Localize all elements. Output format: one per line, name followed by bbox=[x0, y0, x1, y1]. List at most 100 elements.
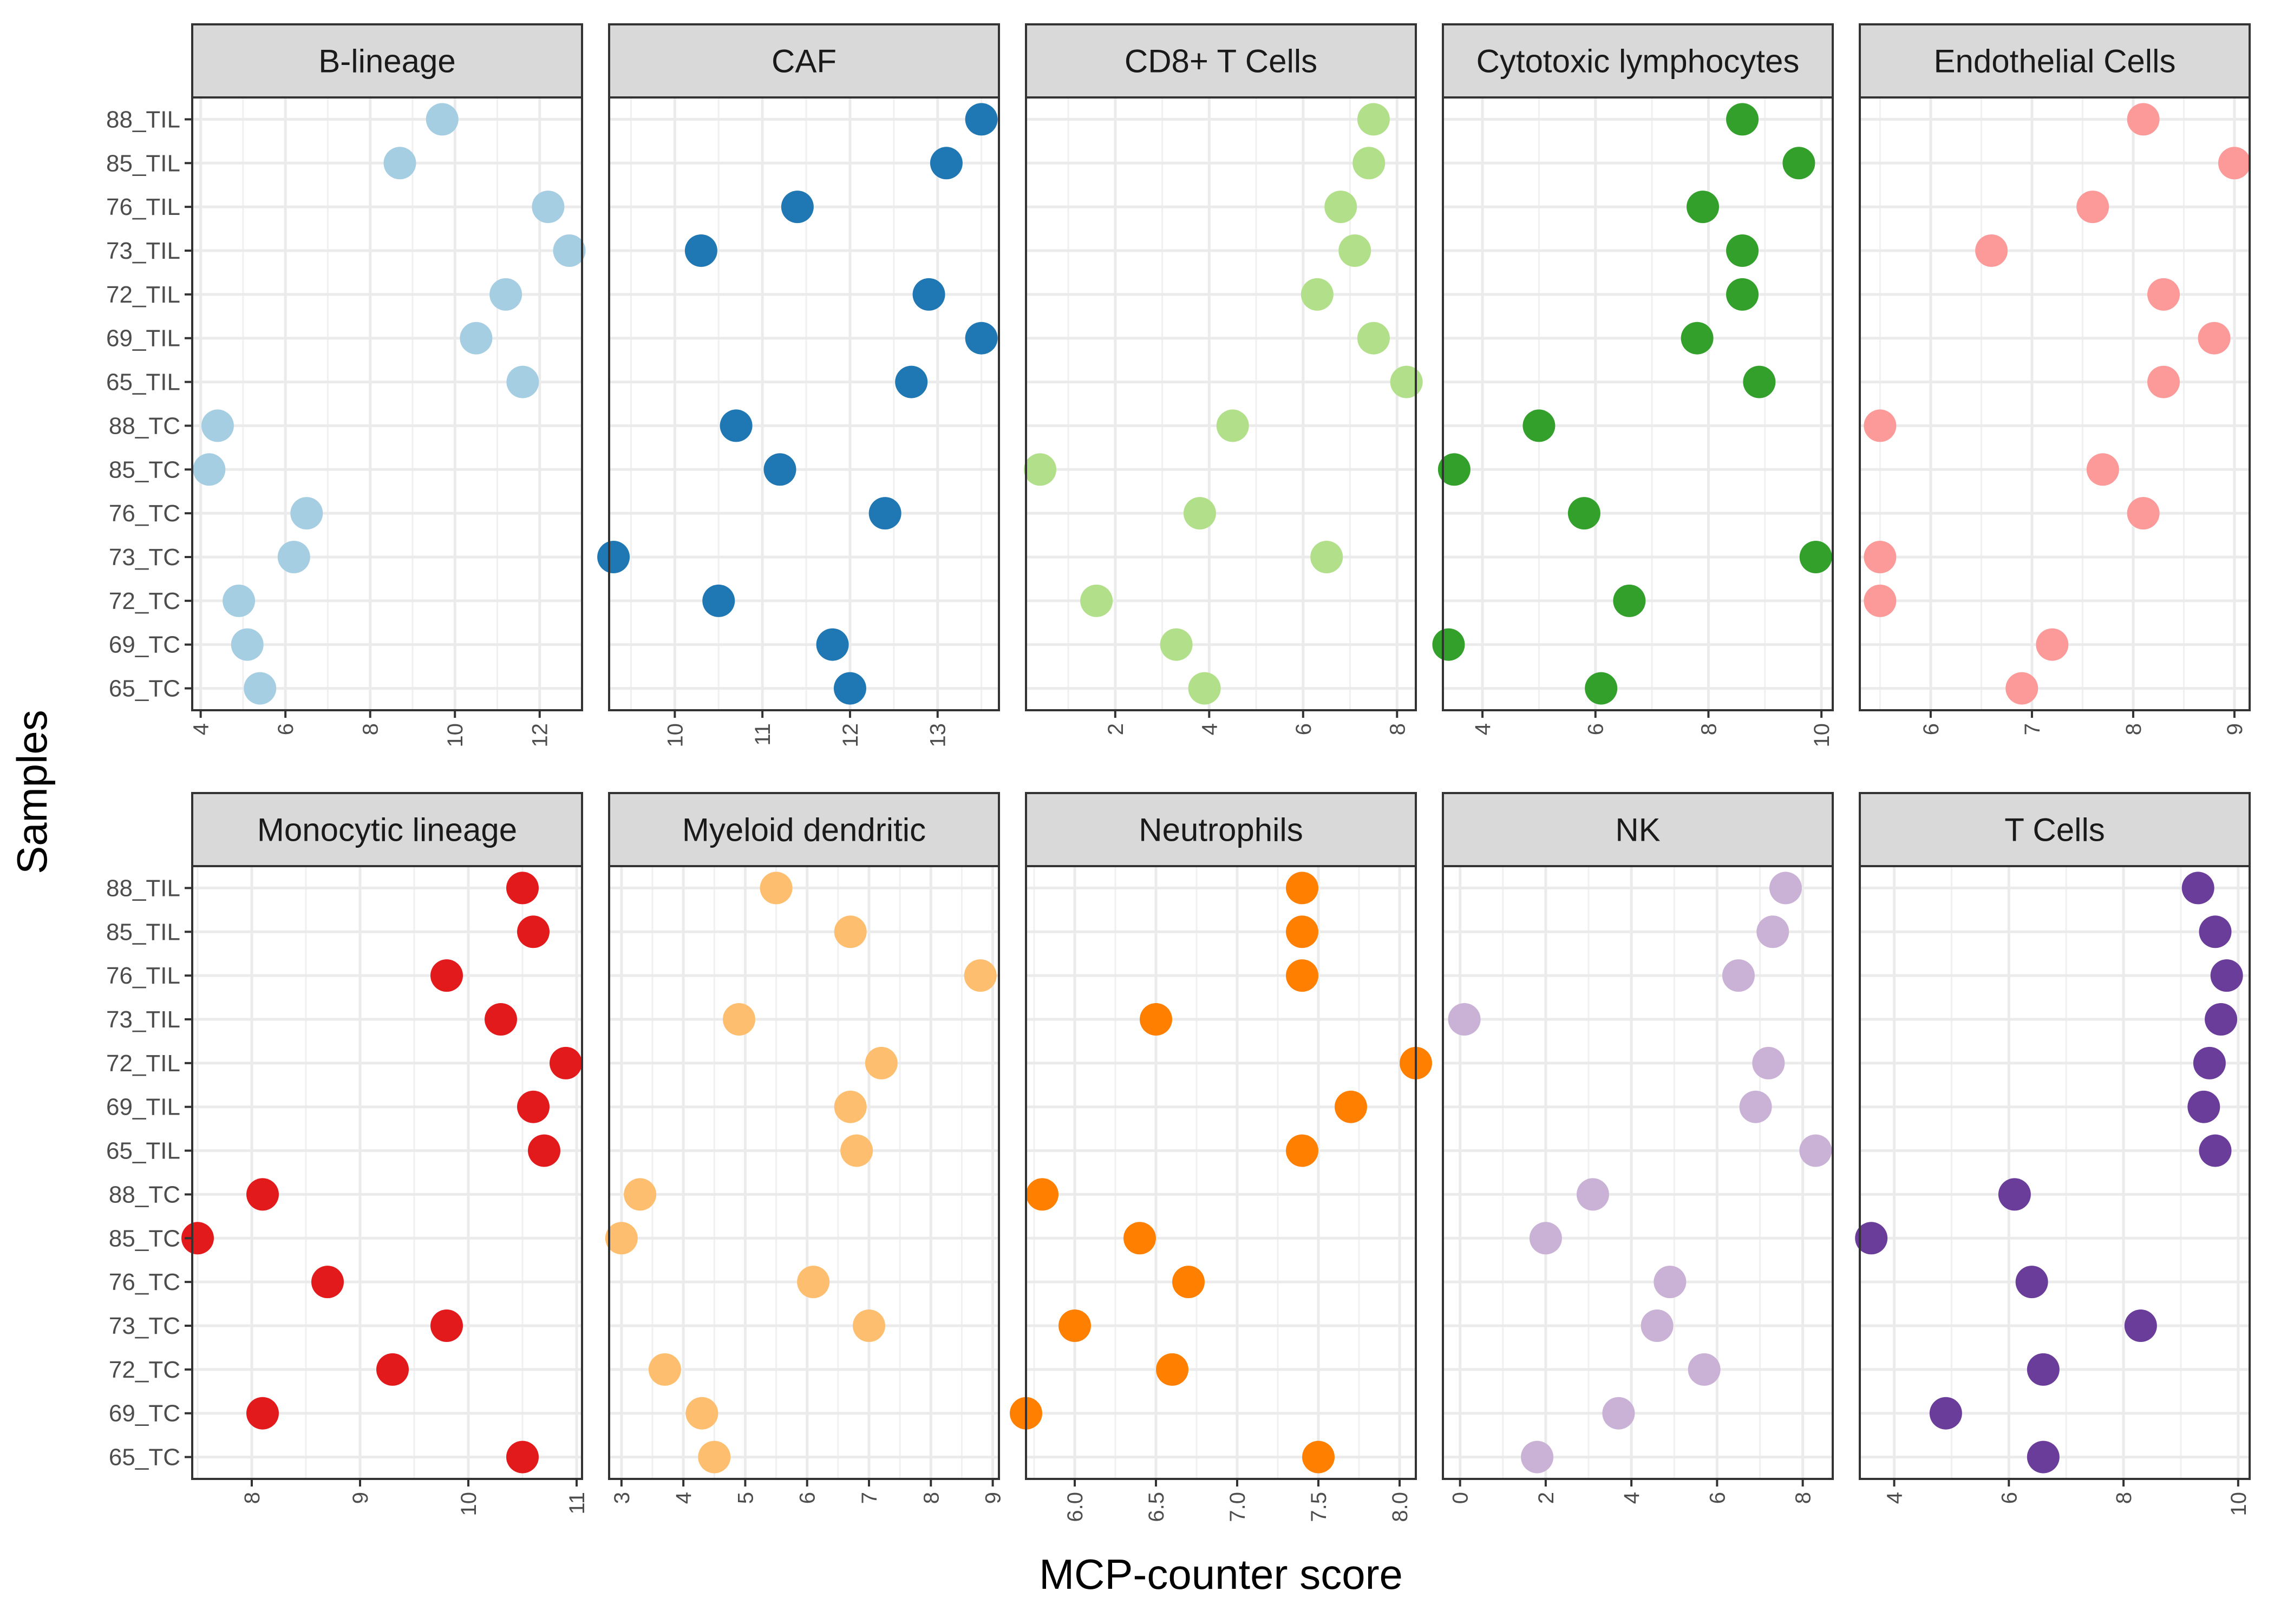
data-point bbox=[1567, 497, 1600, 530]
data-point bbox=[1799, 1134, 1832, 1167]
data-point bbox=[1352, 147, 1386, 180]
panel-monocytic-lineage: Monocytic lineage 8 9 10 11 88_TIL 85_TIL 76_TI… bbox=[106, 792, 589, 1516]
x-tick-label: 8 bbox=[1386, 723, 1409, 735]
data-point bbox=[1286, 1134, 1318, 1167]
facet-strip-label: T Cells bbox=[2004, 812, 2105, 848]
data-point bbox=[1726, 234, 1759, 267]
y-tick-label: 88_TC bbox=[109, 1181, 180, 1208]
panel-b-lineage: B-lineage 4 6 8 10 12 88_TIL 85_TIL 76_TIL 73_TIL… bbox=[106, 23, 586, 748]
data-point bbox=[2218, 147, 2251, 180]
data-point bbox=[1726, 103, 1759, 136]
data-point bbox=[816, 628, 849, 661]
x-tick-label: 8 bbox=[2112, 1492, 2136, 1504]
data-point bbox=[2124, 1309, 2157, 1342]
data-point bbox=[1752, 1046, 1785, 1079]
x-tick-label: 8 bbox=[2122, 723, 2146, 735]
data-point bbox=[430, 959, 463, 992]
data-point bbox=[702, 584, 735, 617]
data-point bbox=[1864, 584, 1897, 617]
data-point bbox=[720, 409, 753, 442]
x-tick-label: 4 bbox=[1198, 723, 1221, 735]
facet-strip bbox=[608, 23, 1000, 99]
facet-panels: B-lineage 4 6 8 10 12 88_TIL 85_TIL 76_TIL 73_TIL… bbox=[106, 23, 2251, 1522]
x-tick-label: 4 bbox=[672, 1492, 696, 1504]
y-tick-label: 88_TIL bbox=[106, 875, 180, 901]
x-tick-label: 8.0 bbox=[1388, 1492, 1412, 1522]
x-tick-label: 2 bbox=[1534, 1492, 1558, 1504]
x-tick-label: 8 bbox=[919, 1492, 943, 1504]
y-tick-label: 85_TIL bbox=[106, 919, 180, 945]
data-point bbox=[1641, 1309, 1674, 1342]
x-tick-label: 6.5 bbox=[1145, 1492, 1168, 1522]
data-point bbox=[723, 1003, 755, 1036]
x-tick-label: 10 bbox=[663, 723, 687, 748]
data-point bbox=[1160, 628, 1193, 661]
data-point bbox=[1172, 1266, 1205, 1299]
data-point bbox=[311, 1266, 344, 1299]
data-point bbox=[868, 497, 901, 530]
y-tick-label: 65_TIL bbox=[106, 369, 180, 396]
data-point bbox=[1687, 191, 1719, 224]
x-tick-label: 4 bbox=[1620, 1492, 1644, 1504]
panel-nk: NK 0 2 4 6 8 bbox=[1442, 792, 1834, 1504]
plot-background bbox=[192, 97, 582, 710]
data-point bbox=[1602, 1397, 1635, 1430]
y-tick-label: 76_TC bbox=[109, 500, 180, 527]
x-tick-label: 7 bbox=[2021, 723, 2044, 735]
data-point bbox=[1681, 322, 1714, 355]
data-point bbox=[1286, 959, 1318, 992]
data-point bbox=[1140, 1003, 1172, 1036]
data-point bbox=[1302, 1440, 1335, 1474]
data-point bbox=[698, 1440, 731, 1474]
data-point bbox=[1156, 1353, 1188, 1386]
facet-strip-label: Endothelial Cells bbox=[1934, 43, 2176, 80]
data-point bbox=[550, 1046, 582, 1079]
y-tick-label: 73_TIL bbox=[106, 1006, 180, 1033]
data-point bbox=[506, 365, 539, 398]
facet-strip bbox=[1442, 23, 1834, 99]
data-point bbox=[1058, 1309, 1091, 1342]
panel-caf: CAF 10 11 12 13 bbox=[597, 23, 1000, 748]
x-tick-label: 9 bbox=[349, 1492, 373, 1504]
data-point bbox=[532, 191, 565, 224]
data-point bbox=[2205, 1003, 2238, 1036]
facet-strip-label: Myeloid dendritic bbox=[682, 812, 926, 848]
data-point bbox=[964, 959, 997, 992]
y-tick-label: 73_TC bbox=[109, 1313, 180, 1339]
panel-myeloid-dendritic: Myeloid dendritic 3 4 5 6 7 8 9 bbox=[605, 792, 1005, 1504]
facet-strip bbox=[191, 792, 583, 867]
data-point bbox=[1975, 234, 2008, 267]
x-tick-label: 6 bbox=[1292, 723, 1316, 735]
x-tick-label: 4 bbox=[1471, 723, 1495, 735]
data-point bbox=[685, 1397, 718, 1430]
x-tick-label: 9 bbox=[2223, 723, 2247, 735]
data-point bbox=[1756, 915, 1789, 948]
data-point bbox=[1855, 1222, 1888, 1255]
x-tick-label: 11 bbox=[751, 723, 775, 746]
y-axis-title: Samples bbox=[8, 710, 56, 874]
data-point bbox=[853, 1309, 885, 1342]
data-point bbox=[1654, 1266, 1687, 1299]
y-tick-label: 69_TIL bbox=[106, 1094, 180, 1121]
data-point bbox=[1335, 1090, 1367, 1123]
data-point bbox=[2036, 628, 2069, 661]
x-tick-label: 6 bbox=[796, 1492, 820, 1504]
panel-cd8-t-cells: CD8+ T Cells 2 4 6 8 bbox=[1024, 23, 1423, 735]
panel-endothelial-cells: Endothelial Cells 6 7 8 9 bbox=[1859, 23, 2251, 735]
data-point bbox=[1310, 541, 1343, 573]
data-point bbox=[833, 672, 866, 705]
data-point bbox=[624, 1178, 657, 1211]
data-point bbox=[430, 1309, 463, 1342]
data-point bbox=[1357, 103, 1390, 136]
y-tick-label: 65_TC bbox=[109, 676, 180, 702]
facet-strip-label: Cytotoxic lymphocytes bbox=[1476, 43, 1800, 80]
data-point bbox=[1576, 1178, 1609, 1211]
x-tick-label: 6 bbox=[274, 723, 298, 735]
x-tick-label: 6.0 bbox=[1063, 1492, 1087, 1522]
y-tick-label: 76_TC bbox=[109, 1269, 180, 1295]
panel-neutrophils: Neutrophils 6.0 6.5 7.0 7.5 8.0 bbox=[1010, 792, 1432, 1522]
y-tick-label: 69_TC bbox=[109, 1400, 180, 1427]
data-point bbox=[193, 453, 226, 486]
x-tick-label: 8 bbox=[240, 1492, 264, 1504]
